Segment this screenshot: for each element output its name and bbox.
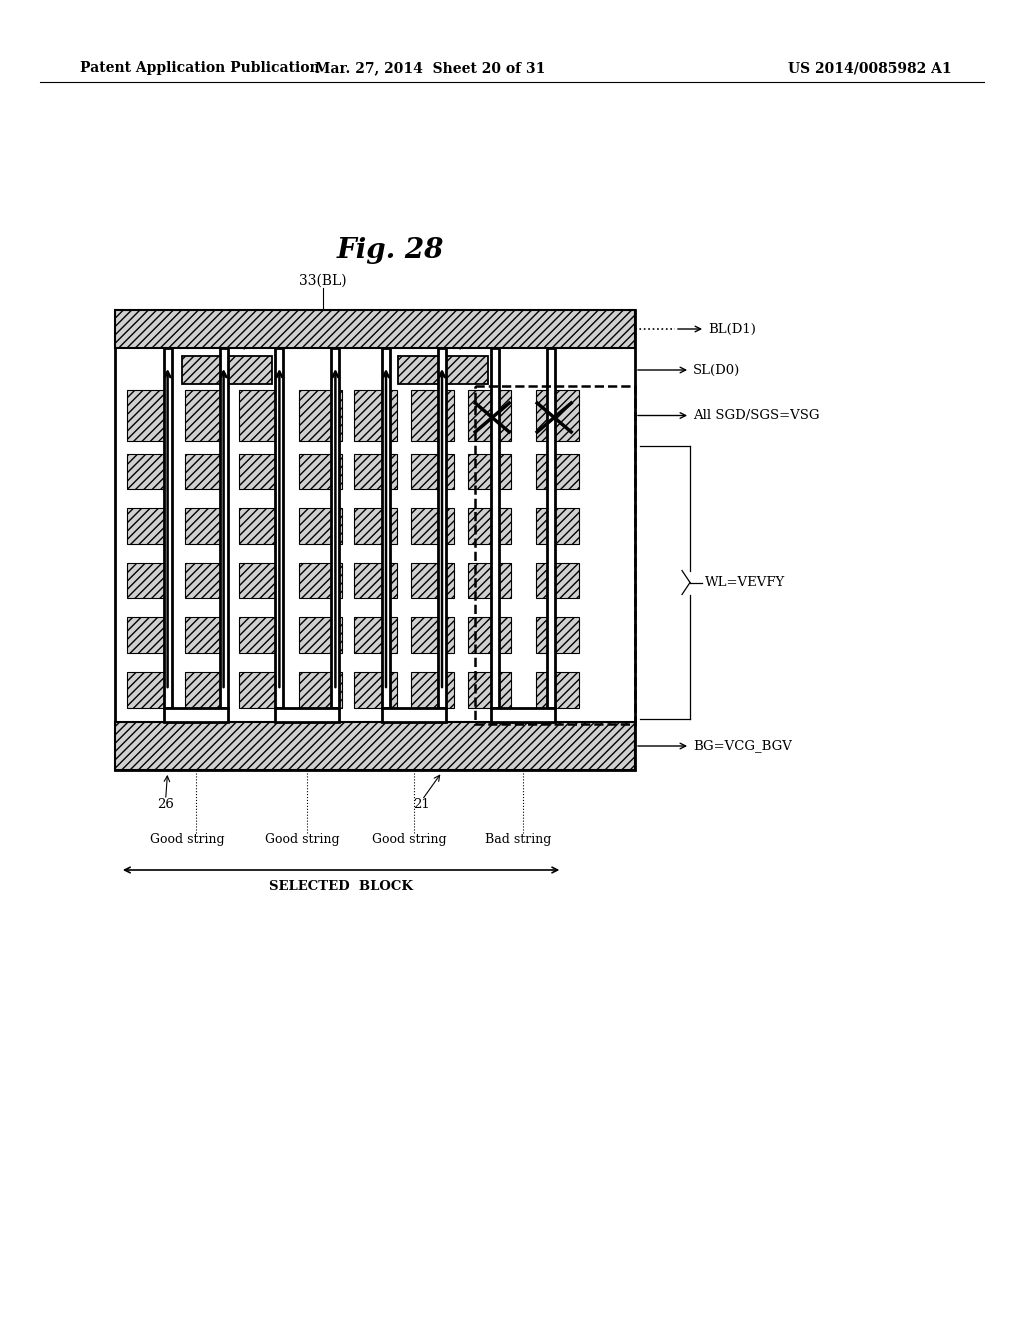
Text: 33(BL): 33(BL) xyxy=(299,275,347,288)
Bar xyxy=(353,672,396,708)
Bar xyxy=(115,310,635,770)
Bar xyxy=(127,389,170,441)
Bar xyxy=(239,389,282,441)
Bar xyxy=(127,672,170,708)
Bar xyxy=(184,454,227,490)
Bar xyxy=(299,508,342,544)
Bar xyxy=(275,708,339,722)
Bar xyxy=(438,348,446,708)
Text: BG=VCG_BGV: BG=VCG_BGV xyxy=(693,739,792,752)
Bar xyxy=(536,618,579,653)
Bar xyxy=(536,389,579,441)
Bar xyxy=(184,562,227,598)
Bar xyxy=(468,389,511,441)
Text: 21: 21 xyxy=(414,799,430,810)
Bar xyxy=(411,618,454,653)
Bar xyxy=(353,618,396,653)
Bar xyxy=(475,385,635,723)
Bar xyxy=(299,618,342,653)
Text: 26: 26 xyxy=(157,799,174,810)
Bar xyxy=(492,708,555,722)
Text: 31(SL): 31(SL) xyxy=(206,338,248,351)
Bar xyxy=(127,562,170,598)
Bar xyxy=(468,454,511,490)
Bar xyxy=(332,348,339,708)
Bar xyxy=(127,454,170,490)
Text: Good string: Good string xyxy=(265,833,340,846)
Bar xyxy=(353,562,396,598)
Bar xyxy=(239,562,282,598)
Bar xyxy=(299,454,342,490)
Text: US 2014/0085982 A1: US 2014/0085982 A1 xyxy=(788,61,952,75)
Bar xyxy=(397,356,487,384)
Bar xyxy=(468,618,511,653)
Bar xyxy=(536,672,579,708)
Bar xyxy=(275,348,284,708)
Text: SL(D0): SL(D0) xyxy=(693,363,740,376)
Text: All SGD/SGS=VSG: All SGD/SGS=VSG xyxy=(693,409,819,422)
Text: Bad string: Bad string xyxy=(485,833,551,846)
Bar xyxy=(353,508,396,544)
Text: BL(D1): BL(D1) xyxy=(708,322,756,335)
Bar xyxy=(382,348,390,708)
Bar xyxy=(547,348,555,708)
Text: 31(SL): 31(SL) xyxy=(421,338,464,351)
Text: Patent Application Publication: Patent Application Publication xyxy=(80,61,319,75)
Bar xyxy=(353,454,396,490)
Bar xyxy=(411,508,454,544)
Bar xyxy=(184,508,227,544)
Text: Good string: Good string xyxy=(372,833,446,846)
Bar xyxy=(536,454,579,490)
Bar xyxy=(164,348,172,708)
Bar xyxy=(219,348,227,708)
Bar xyxy=(184,618,227,653)
Bar xyxy=(536,562,579,598)
Bar xyxy=(115,722,635,770)
Bar xyxy=(411,389,454,441)
Bar xyxy=(492,348,500,708)
Bar xyxy=(299,389,342,441)
Text: Mar. 27, 2014  Sheet 20 of 31: Mar. 27, 2014 Sheet 20 of 31 xyxy=(314,61,545,75)
Bar xyxy=(239,618,282,653)
Bar xyxy=(115,310,635,348)
Bar xyxy=(536,508,579,544)
Bar xyxy=(411,672,454,708)
Bar xyxy=(184,672,227,708)
Bar xyxy=(353,389,396,441)
Bar xyxy=(468,508,511,544)
Text: SELECTED  BLOCK: SELECTED BLOCK xyxy=(269,880,413,894)
Bar xyxy=(299,672,342,708)
Bar xyxy=(411,454,454,490)
Bar xyxy=(411,562,454,598)
Bar xyxy=(382,708,446,722)
Text: Good string: Good string xyxy=(151,833,225,846)
Bar xyxy=(239,672,282,708)
Bar xyxy=(468,672,511,708)
Text: WL=VEVFY: WL=VEVFY xyxy=(705,576,785,589)
Bar xyxy=(184,389,227,441)
Bar xyxy=(164,708,227,722)
Bar xyxy=(127,618,170,653)
Text: Fig. 28: Fig. 28 xyxy=(336,236,443,264)
Bar xyxy=(468,562,511,598)
Bar xyxy=(299,562,342,598)
Bar xyxy=(239,454,282,490)
Bar xyxy=(182,356,271,384)
Bar xyxy=(127,508,170,544)
Bar xyxy=(239,508,282,544)
